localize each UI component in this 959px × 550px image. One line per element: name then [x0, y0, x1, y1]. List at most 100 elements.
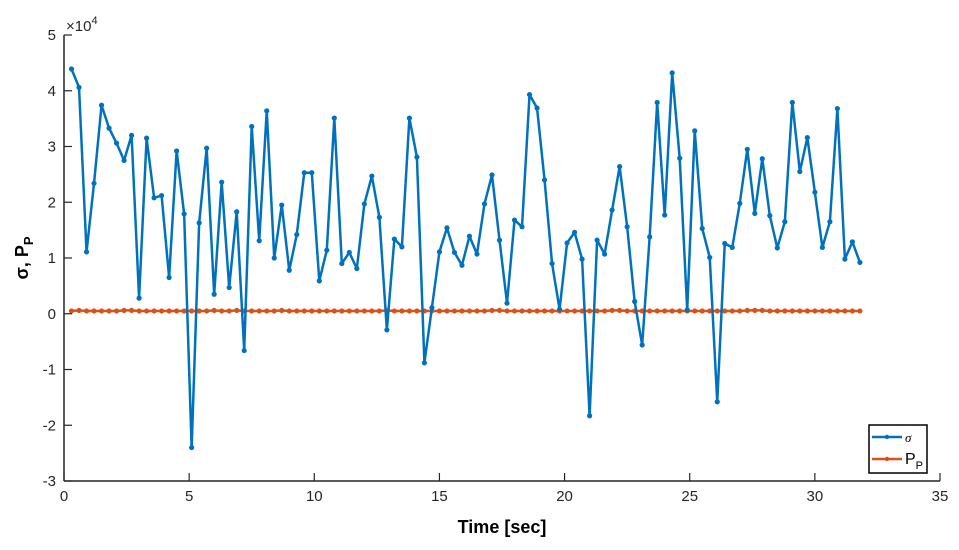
data-point	[481, 308, 488, 314]
data-point	[83, 308, 90, 314]
data-point	[774, 245, 780, 251]
data-point	[91, 180, 97, 186]
data-point	[331, 308, 337, 314]
data-point	[286, 267, 292, 273]
data-point	[541, 308, 548, 314]
data-point	[849, 239, 856, 245]
x-tick-label: 10	[306, 488, 323, 505]
data-point	[759, 156, 765, 162]
data-point	[699, 308, 705, 314]
data-point	[466, 233, 473, 239]
data-point	[316, 308, 322, 314]
data-point	[594, 237, 600, 243]
data-point	[234, 307, 240, 314]
data-point	[496, 307, 503, 314]
data-point	[647, 308, 653, 314]
legend-sigma-label: σ	[905, 430, 912, 445]
data-point	[219, 179, 225, 185]
data-point	[339, 308, 345, 314]
data-point	[466, 308, 473, 314]
legend-sigma-marker	[884, 434, 890, 440]
data-point	[151, 308, 157, 314]
data-point	[729, 308, 735, 314]
data-point	[767, 308, 773, 314]
data-point	[692, 128, 698, 134]
data-point	[842, 256, 848, 262]
data-point	[504, 308, 510, 314]
data-point	[534, 105, 540, 111]
data-point	[91, 308, 97, 314]
data-point	[677, 155, 683, 161]
data-point	[113, 140, 120, 146]
data-point	[849, 308, 856, 314]
data-point	[722, 308, 728, 314]
data-point	[804, 308, 810, 314]
data-point	[286, 308, 292, 314]
data-point	[166, 308, 172, 314]
data-point	[602, 251, 608, 257]
data-point	[617, 307, 623, 314]
data-point	[271, 308, 277, 314]
data-point	[136, 308, 142, 314]
data-point	[827, 219, 833, 225]
data-point	[669, 308, 675, 314]
data-point	[316, 278, 322, 284]
data-point	[571, 308, 578, 314]
data-point	[204, 308, 210, 314]
data-point	[744, 146, 750, 152]
data-point	[451, 249, 458, 256]
data-point	[774, 308, 780, 314]
data-point	[68, 308, 75, 314]
data-point	[324, 308, 330, 314]
y-ticks: -3 -2 -1 0 1 2 3 4 5	[43, 27, 72, 490]
data-point	[128, 132, 135, 138]
data-point	[759, 307, 765, 314]
data-point	[294, 308, 300, 314]
data-point	[504, 300, 510, 306]
data-point	[714, 399, 720, 405]
y-axis-label: σ, PP	[12, 236, 36, 279]
data-point	[264, 108, 270, 114]
series-layer	[68, 66, 863, 451]
data-point	[204, 145, 210, 151]
data-point	[136, 295, 142, 301]
data-point	[857, 308, 863, 314]
data-point	[564, 240, 570, 246]
data-point	[391, 236, 397, 242]
data-point	[331, 115, 337, 121]
data-point	[459, 262, 465, 268]
data-point	[376, 308, 382, 314]
data-point	[436, 249, 443, 255]
data-point	[587, 413, 593, 419]
y-tick-label: 0	[48, 306, 56, 323]
data-point	[399, 244, 405, 250]
data-point	[729, 244, 735, 251]
data-point	[354, 265, 360, 272]
data-point	[301, 170, 307, 176]
data-point	[106, 125, 112, 131]
data-point	[797, 308, 803, 314]
series-line	[71, 309, 860, 313]
data-point	[714, 308, 720, 314]
series-sigma	[68, 66, 863, 451]
data-point	[496, 237, 503, 243]
data-point	[744, 307, 750, 314]
data-point	[98, 102, 105, 108]
y-tick-label: -1	[43, 362, 56, 379]
data-point	[226, 284, 232, 291]
legend-pp-label: PP	[905, 451, 923, 472]
data-point	[526, 92, 533, 98]
data-point	[354, 308, 360, 314]
data-point	[294, 231, 300, 238]
y-tick-label: 1	[48, 250, 56, 267]
data-point	[264, 308, 270, 314]
data-point	[541, 177, 548, 183]
x-tick-label: 25	[681, 488, 698, 505]
legend-box	[868, 424, 928, 474]
data-point	[692, 308, 698, 314]
x-tick-label: 15	[431, 488, 448, 505]
y-tick-label: -3	[43, 473, 56, 490]
data-point	[654, 99, 660, 106]
data-point	[737, 200, 743, 206]
data-point	[639, 342, 645, 348]
